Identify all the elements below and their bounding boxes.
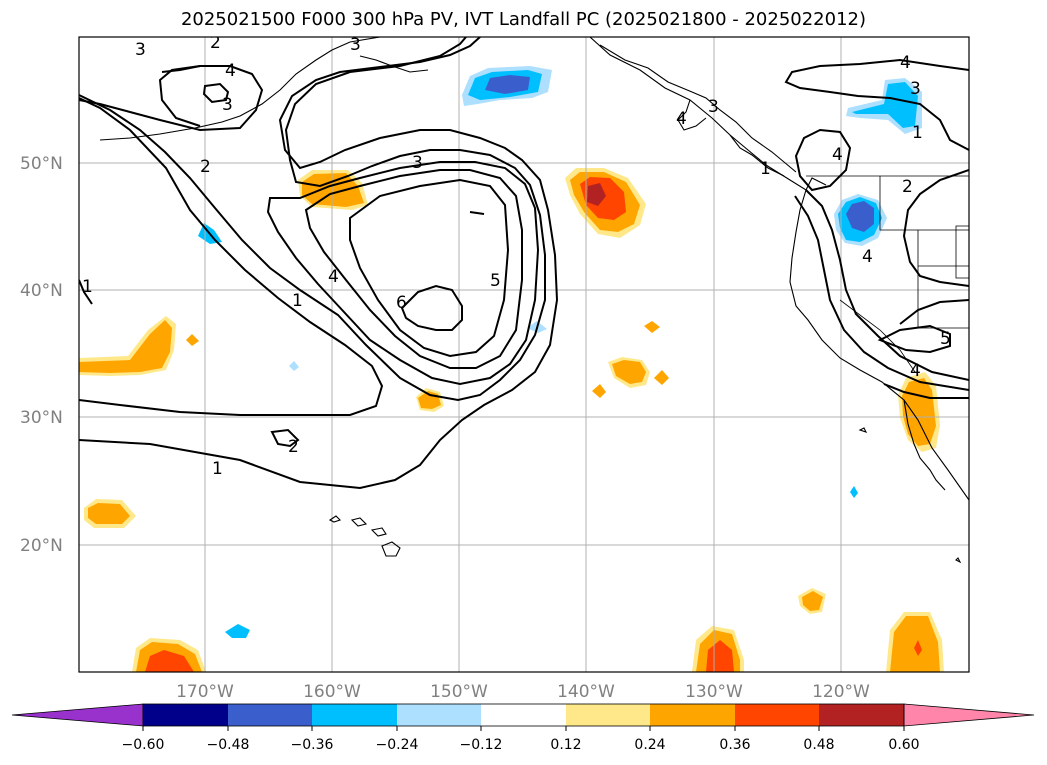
colorbar-tick-label: 0.36 [719,737,750,753]
colorbar-tick-label: 0.48 [803,737,834,753]
contour-label: 5 [490,271,501,291]
colorbar-segment [650,704,735,726]
lat-label: 30°N [20,408,63,428]
colorbar-ticks [142,726,905,731]
colorbar-segment [566,704,650,726]
colorbar-segment [481,704,566,726]
colorbar-extend-high [903,703,1035,727]
contour-label: 4 [832,145,843,165]
map-border [78,36,970,673]
contour-label: 2 [200,157,211,177]
contour-label: 4 [225,61,236,81]
lon-label: 130°W [685,682,743,702]
contour-label: 3 [910,79,921,99]
lon-label: 170°W [176,682,234,702]
latitude-labels: 50°N 40°N 30°N 20°N [20,154,63,556]
colorbar: −0.60 −0.48 −0.36 −0.24 −0.12 0.12 0.24 … [11,703,1035,753]
contour-label: 2 [902,177,913,197]
colorbar-tick-label: −0.48 [207,737,250,753]
contour-label: 1 [82,277,93,297]
map-title: 2025021500 F000 300 hPa PV, IVT Landfall… [180,9,867,30]
colorbar-tick-label: −0.24 [376,737,419,753]
contour-label: 3 [708,97,719,117]
contour-label: 3 [412,153,423,173]
contour-label: 3 [350,35,361,55]
lon-label: 140°W [557,682,615,702]
colorbar-tick-label: −0.12 [460,737,503,753]
longitude-labels: 170°W 160°W 150°W 140°W 130°W 120°W [176,682,870,702]
colorbar-tick-label: 0.12 [550,737,581,753]
colorbar-outline [142,703,905,727]
lon-label: 150°W [430,682,488,702]
contour-label: 1 [912,123,923,143]
colorbar-extend-low [11,703,144,727]
contour-label-group: 3 2 4 3 4 3 2 3 4 1 5 6 1 2 1 4 4 4 3 1 … [82,33,951,479]
contour-label: 4 [862,247,873,267]
contour-label: 2 [210,33,221,53]
lat-label: 50°N [20,154,63,174]
shaded-field [79,66,944,672]
pv-contours [79,37,969,490]
colorbar-segment [819,704,904,726]
colorbar-segment [143,704,228,726]
contour-label: 1 [212,459,223,479]
colorbar-tick-label: −0.36 [291,737,334,753]
contour-label: 4 [900,53,911,73]
colorbar-segment [228,704,312,726]
contour-label: 1 [292,291,303,311]
contour-label: 4 [676,109,687,129]
lat-label: 20°N [20,536,63,556]
contour-label: 4 [910,361,921,381]
contour-label: 6 [396,293,407,313]
colorbar-segment [312,704,397,726]
colorbar-segment [735,704,819,726]
contour-label: 3 [222,95,233,115]
contour-label: 5 [940,329,951,349]
colorbar-tick-label: 0.60 [888,737,919,753]
contour-label: 4 [328,267,339,287]
colorbar-tick-label: −0.60 [122,737,165,753]
contour-label: 3 [135,40,146,60]
contour-label: 2 [288,437,299,457]
contour-label: 1 [760,159,771,179]
lon-label: 160°W [303,682,361,702]
lon-label: 120°W [812,682,870,702]
colorbar-tick-label: 0.24 [634,737,665,753]
colorbar-segment [397,704,481,726]
lat-label: 40°N [20,281,63,301]
